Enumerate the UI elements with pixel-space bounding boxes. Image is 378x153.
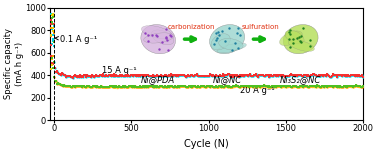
Text: Ni@PDA: Ni@PDA [141,75,175,84]
Point [51,119,57,121]
Text: 0.1 A g⁻¹: 0.1 A g⁻¹ [54,35,98,44]
Point [51,119,57,121]
Point [51,119,57,121]
Point [51,119,57,121]
Point [51,119,57,121]
Ellipse shape [209,25,245,54]
Ellipse shape [288,40,314,51]
Point [51,119,57,121]
Point [51,119,57,121]
Ellipse shape [211,34,230,50]
Point [51,119,57,121]
Point [51,119,57,121]
Point [51,119,57,121]
Point [51,119,57,121]
Point [51,119,57,121]
Ellipse shape [280,31,302,46]
Point [51,119,57,121]
Ellipse shape [141,24,175,54]
Text: Ni@NC: Ni@NC [212,75,242,84]
Point [51,119,57,121]
Point [51,119,57,121]
Point [51,119,57,121]
Text: 20 A g⁻¹: 20 A g⁻¹ [240,86,274,95]
Point [51,119,57,121]
Point [51,119,57,121]
Text: sulfuration: sulfuration [242,24,280,30]
Point [51,119,57,121]
Point [51,119,57,121]
Ellipse shape [144,33,174,43]
Text: 15 A g⁻¹: 15 A g⁻¹ [102,66,136,75]
Point [51,119,57,121]
Point [51,119,57,121]
Point [51,119,57,121]
Point [51,119,57,121]
Point [51,119,57,121]
Point [51,119,57,121]
X-axis label: Cycle (N): Cycle (N) [184,139,229,149]
Point [51,119,57,121]
Ellipse shape [283,25,318,54]
Point [51,119,57,121]
Ellipse shape [141,26,172,39]
Point [51,119,57,121]
Point [51,119,57,121]
Point [51,119,57,121]
Point [51,119,57,121]
Point [51,119,57,121]
Point [51,119,57,121]
Y-axis label: Specific capacity
(mA h g⁻¹): Specific capacity (mA h g⁻¹) [4,28,23,99]
Point [51,119,57,121]
Ellipse shape [219,39,243,50]
Ellipse shape [217,43,246,53]
Point [51,119,57,121]
Point [51,119,57,121]
Point [51,119,57,121]
Text: carbonization: carbonization [168,24,215,30]
Point [51,119,57,121]
Point [51,119,57,121]
Point [51,119,57,121]
Point [51,119,57,121]
Point [51,119,57,121]
Text: Ni₃S₂@NC: Ni₃S₂@NC [280,75,321,84]
Point [51,119,57,121]
Ellipse shape [151,30,174,45]
Ellipse shape [285,30,304,44]
Point [51,119,57,121]
